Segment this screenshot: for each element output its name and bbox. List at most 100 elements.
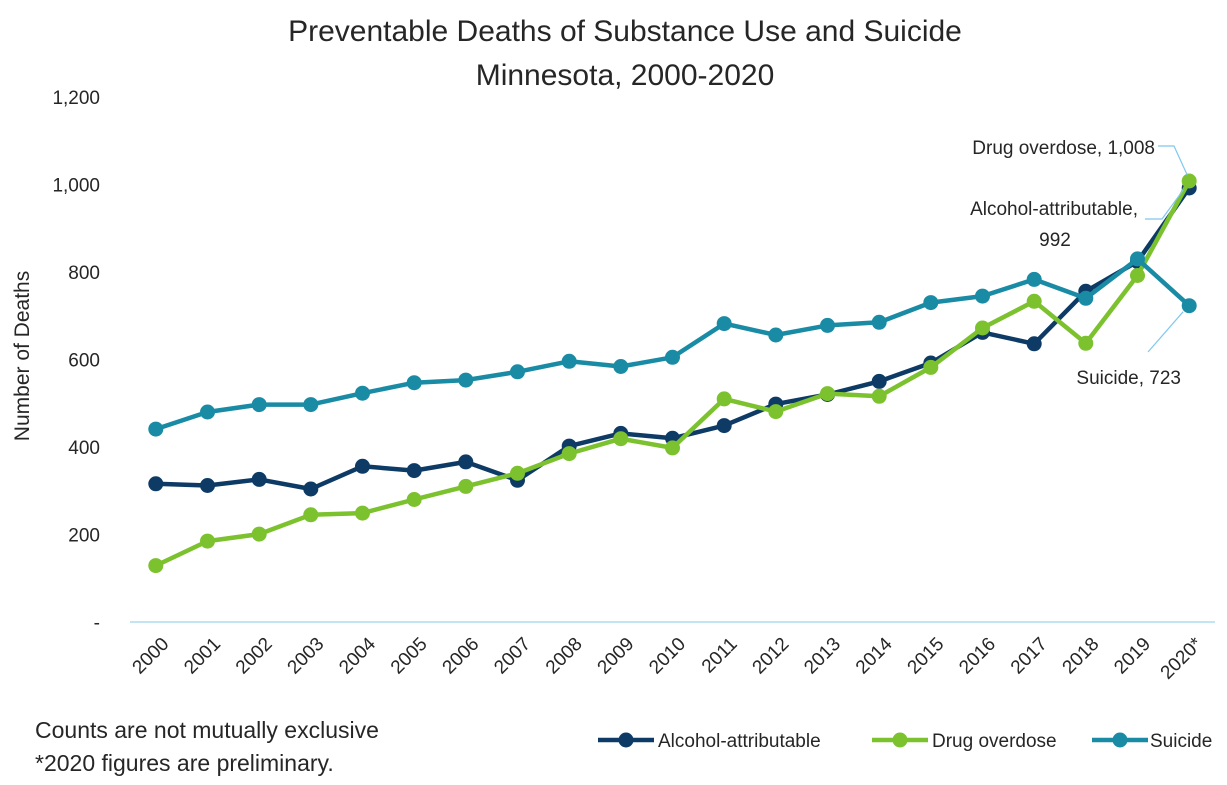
data-point bbox=[303, 397, 319, 413]
x-tick-label: 2013 bbox=[800, 634, 845, 679]
x-axis-ticks: 2000 2001 2002 2003 2004 2005 2006 2007 2008 2009… bbox=[129, 633, 1208, 683]
data-point bbox=[251, 526, 267, 542]
data-point bbox=[613, 359, 629, 374]
data-point bbox=[665, 440, 680, 456]
data-point bbox=[148, 476, 164, 492]
data-point bbox=[510, 364, 525, 380]
y-tick-label: - bbox=[94, 613, 100, 634]
series-suicide bbox=[148, 251, 1197, 437]
chart-subtitle: Minnesota, 2000-2020 bbox=[476, 59, 775, 92]
x-tick-label: 2015 bbox=[904, 634, 949, 679]
legend: Alcohol-attributable Drug overdose Suicide bbox=[598, 731, 1212, 752]
x-tick-label: 2001 bbox=[180, 634, 225, 679]
data-point bbox=[355, 458, 370, 474]
data-point bbox=[871, 314, 887, 330]
data-point bbox=[303, 481, 319, 497]
data-label-suicide: Suicide, 723 bbox=[1076, 368, 1181, 389]
x-tick-label: 2012 bbox=[749, 634, 794, 679]
data-point bbox=[871, 373, 887, 389]
series-layer bbox=[148, 173, 1197, 574]
y-axis-title: Number of Deaths bbox=[11, 271, 34, 441]
data-point bbox=[406, 375, 422, 391]
y-tick-label: 1,000 bbox=[52, 176, 100, 197]
x-tick-label: 2005 bbox=[387, 634, 432, 679]
data-point bbox=[200, 533, 215, 549]
x-tick-label: 2017 bbox=[1007, 634, 1052, 679]
x-tick-label: 2004 bbox=[335, 633, 380, 678]
data-point bbox=[148, 558, 164, 574]
data-point bbox=[355, 505, 370, 521]
legend-label: Suicide bbox=[1150, 731, 1212, 752]
x-tick-label: 2006 bbox=[439, 634, 484, 679]
x-tick-label: 2019 bbox=[1110, 634, 1155, 679]
data-point bbox=[716, 316, 732, 332]
y-tick-label: 800 bbox=[68, 263, 100, 284]
legend-swatch-marker bbox=[892, 732, 908, 748]
y-axis-ticks: - 200 400 600 800 1,000 1,200 bbox=[52, 88, 100, 634]
x-tick-label: 2020* bbox=[1157, 633, 1207, 683]
data-point bbox=[1026, 336, 1042, 352]
legend-item-suicide: Suicide bbox=[1092, 731, 1212, 752]
data-point bbox=[716, 391, 732, 407]
legend-swatch-marker bbox=[1112, 732, 1128, 748]
data-point bbox=[975, 288, 990, 304]
data-point bbox=[768, 327, 784, 343]
x-tick-label: 2014 bbox=[852, 633, 897, 678]
legend-label: Alcohol-attributable bbox=[658, 731, 821, 752]
x-tick-label: 2016 bbox=[955, 634, 1000, 679]
data-point bbox=[871, 388, 887, 404]
note-preliminary: *2020 figures are preliminary. bbox=[35, 750, 334, 776]
data-point bbox=[923, 295, 939, 311]
data-label-alcohol-attributable: 992 bbox=[1039, 230, 1071, 251]
x-tick-label: 2011 bbox=[698, 634, 742, 678]
data-point bbox=[251, 397, 267, 413]
data-point bbox=[1026, 271, 1042, 287]
y-tick-label: 400 bbox=[68, 438, 100, 459]
data-point bbox=[251, 471, 267, 487]
data-point bbox=[1181, 173, 1197, 189]
data-point bbox=[716, 418, 732, 434]
data-label-alcohol-attributable: Alcohol-attributable, bbox=[970, 199, 1138, 220]
x-tick-label: 2010 bbox=[645, 634, 690, 679]
data-point bbox=[510, 465, 525, 481]
legend-swatch-marker bbox=[618, 732, 634, 748]
data-point bbox=[1130, 268, 1145, 283]
data-labels: Alcohol-attributable, 992 Drug overdose, 1… bbox=[970, 138, 1188, 389]
data-point bbox=[820, 317, 835, 333]
data-point bbox=[303, 507, 319, 523]
data-point bbox=[148, 421, 164, 437]
x-tick-label: 2003 bbox=[284, 634, 329, 679]
data-point bbox=[561, 353, 577, 369]
data-point bbox=[406, 492, 422, 507]
x-tick-label: 2007 bbox=[490, 634, 535, 679]
data-label-drug-overdose: Drug overdose, 1,008 bbox=[972, 138, 1155, 159]
legend-item-drug-overdose: Drug overdose bbox=[872, 731, 1057, 752]
y-tick-label: 600 bbox=[68, 351, 100, 372]
data-point bbox=[975, 320, 990, 336]
data-point bbox=[458, 454, 474, 470]
data-point bbox=[820, 386, 835, 402]
data-point bbox=[613, 431, 629, 447]
note-not-exclusive: Counts are not mutually exclusive bbox=[35, 717, 379, 743]
data-point bbox=[1026, 293, 1042, 309]
data-point bbox=[406, 463, 422, 479]
data-point bbox=[665, 349, 680, 365]
data-point bbox=[200, 404, 215, 420]
data-point bbox=[200, 478, 215, 493]
data-point bbox=[1181, 298, 1197, 314]
data-point bbox=[458, 372, 474, 388]
leader-line bbox=[1147, 311, 1184, 353]
data-point bbox=[768, 404, 784, 420]
legend-label: Drug overdose bbox=[932, 731, 1057, 752]
x-tick-label: 2000 bbox=[129, 634, 174, 679]
data-point bbox=[923, 359, 939, 375]
legend-item-alcohol-attributable: Alcohol-attributable bbox=[598, 731, 821, 752]
chart-title: Preventable Deaths of Substance Use and … bbox=[288, 15, 962, 48]
x-tick-label: 2009 bbox=[594, 634, 639, 679]
y-tick-label: 200 bbox=[68, 526, 100, 547]
data-point bbox=[561, 446, 577, 462]
leader-line bbox=[1158, 145, 1188, 176]
x-tick-label: 2008 bbox=[542, 634, 587, 679]
